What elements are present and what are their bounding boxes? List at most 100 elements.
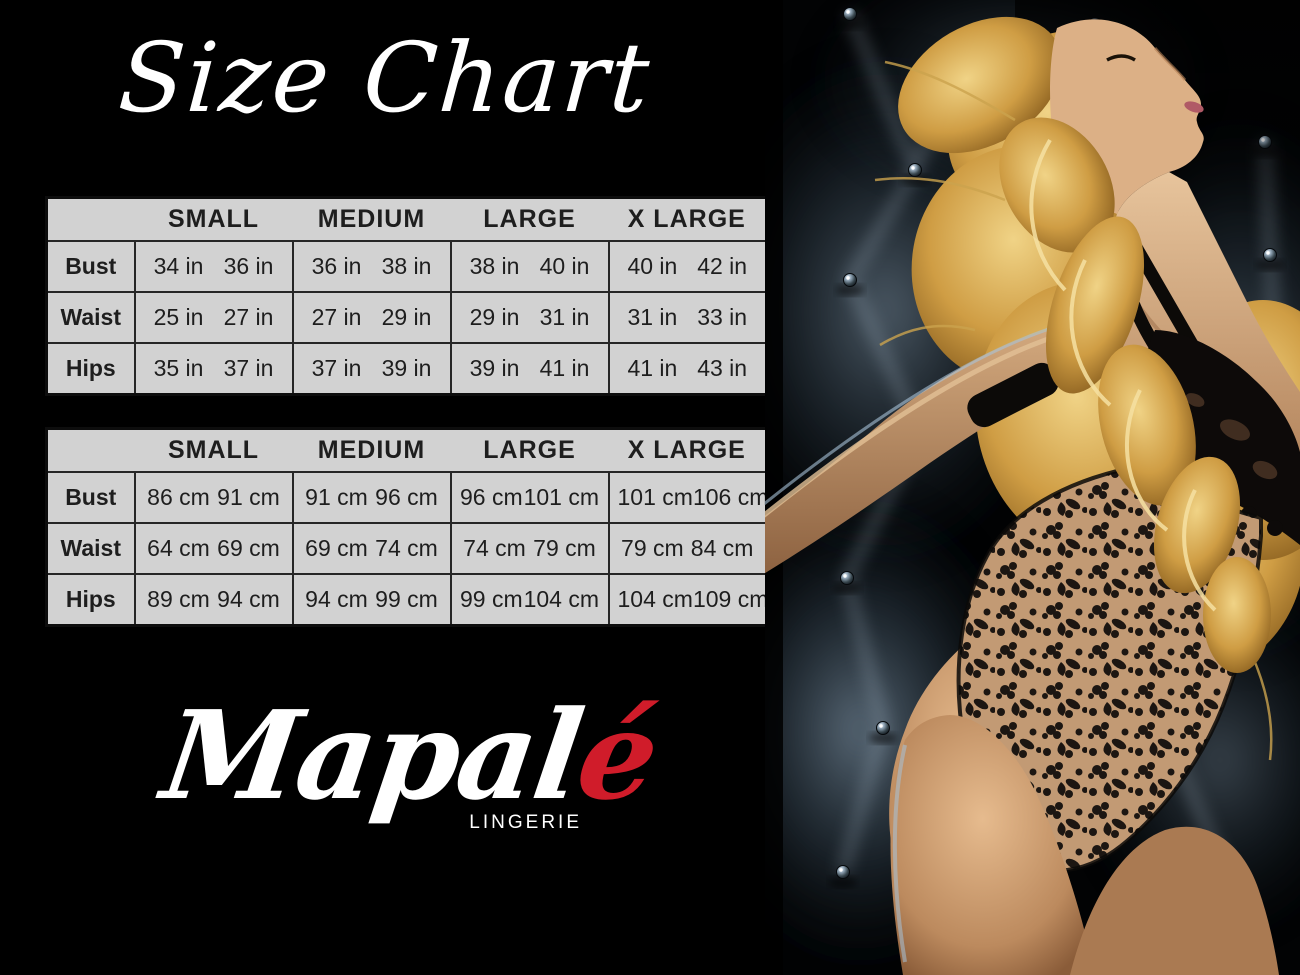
model-lips	[1184, 101, 1204, 113]
measurement-value: 94 cm	[217, 586, 280, 612]
measurement-value: 33 in	[697, 304, 748, 330]
size-table-centimeters: SMALL MEDIUM LARGE X LARGE Bust 86 cm 91…	[45, 427, 768, 627]
measurement-value: 99 cm	[375, 586, 438, 612]
brand-logo-subtitle: LINGERIE	[469, 812, 582, 834]
measurement-value: 84 cm	[690, 535, 754, 561]
measurement-value: 41 in	[627, 355, 678, 381]
measurement-value: 31 in	[627, 304, 678, 330]
size-cell: 39 in 41 in	[449, 342, 610, 396]
size-cell: 91 cm 96 cm	[291, 471, 452, 524]
measurement-value: 29 in	[469, 304, 520, 330]
table-row-bust: Bust 86 cm 91 cm 91 cm 96 cm 96 cm 101 c…	[45, 471, 769, 524]
column-header-xlarge: X LARGE	[608, 428, 767, 473]
size-cell: 69 cm 74 cm	[291, 522, 452, 575]
measurement-value: 101 cm	[617, 484, 693, 510]
column-header-large: LARGE	[450, 428, 609, 473]
measurement-value: 37 in	[311, 355, 362, 381]
table-row-waist: Waist 25 in 27 in 27 in 29 in 29 in 31 i…	[45, 291, 768, 344]
measurement-value: 25 in	[153, 304, 204, 330]
measurement-value: 106 cm	[692, 484, 769, 510]
size-cell: 29 in 31 in	[449, 291, 610, 344]
brand-logo-main: Mapal	[154, 683, 590, 827]
size-cell: 79 cm 84 cm	[607, 522, 768, 575]
measurement-value: 39 in	[381, 355, 432, 381]
model-arm	[765, 322, 1083, 574]
size-cell: 99 cm 104 cm	[449, 573, 610, 627]
measurement-value: 35 in	[153, 355, 204, 381]
header-row: SMALL MEDIUM LARGE X LARGE	[46, 428, 767, 473]
measurement-value: 34 in	[153, 253, 204, 279]
measurement-value: 101 cm	[523, 484, 599, 510]
size-cell: 31 in 33 in	[607, 291, 768, 344]
measurement-value: 43 in	[697, 355, 748, 381]
measurement-value: 69 cm	[305, 535, 368, 561]
column-header-xlarge: X LARGE	[608, 197, 767, 242]
table-row-waist: Waist 64 cm 69 cm 69 cm 74 cm 74 cm 79 c…	[45, 522, 768, 575]
size-cell: 36 in 38 in	[291, 240, 452, 293]
measurement-value: 31 in	[539, 304, 590, 330]
size-cell: 37 in 39 in	[291, 342, 452, 396]
measurement-value: 64 cm	[147, 535, 210, 561]
row-label-bust: Bust	[45, 471, 136, 524]
brand-logo: Mapalé LINGERIE	[140, 683, 680, 834]
measurement-value: 40 in	[627, 253, 678, 279]
size-cell: 101 cm 106 cm	[607, 471, 769, 524]
model-photo-art	[765, 0, 1300, 975]
measurement-value: 36 in	[223, 253, 274, 279]
row-label-hips: Hips	[45, 342, 136, 396]
measurement-value: 79 cm	[533, 535, 596, 561]
size-cell: 35 in 37 in	[133, 342, 294, 396]
measurement-value: 96 cm	[375, 484, 438, 510]
size-cell: 104 cm 109 cm	[607, 573, 769, 627]
measurement-value: 104 cm	[523, 586, 599, 612]
measurement-value: 104 cm	[617, 586, 693, 612]
measurement-value: 37 in	[223, 355, 274, 381]
measurement-value: 109 cm	[692, 586, 769, 612]
size-cell: 94 cm 99 cm	[291, 573, 452, 627]
size-cell: 74 cm 79 cm	[449, 522, 610, 575]
measurement-value: 74 cm	[463, 535, 526, 561]
model-thigh	[890, 715, 1095, 975]
brand-logo-wordmark: Mapalé	[131, 683, 690, 827]
size-cell: 25 in 27 in	[133, 291, 294, 344]
measurement-value: 36 in	[311, 253, 362, 279]
row-label-waist: Waist	[45, 291, 136, 344]
measurement-value: 38 in	[469, 253, 520, 279]
measurement-value: 91 cm	[217, 484, 280, 510]
size-cell: 41 in 43 in	[607, 342, 768, 396]
measurement-value: 89 cm	[147, 586, 210, 612]
model-far-leg	[1070, 826, 1279, 975]
model-figure	[765, 16, 1300, 975]
measurement-value: 38 in	[381, 253, 432, 279]
rim-light	[892, 744, 907, 963]
measurement-value: 40 in	[539, 253, 590, 279]
measurement-value: 91 cm	[305, 484, 368, 510]
measurement-value: 74 cm	[375, 535, 438, 561]
size-cell: 34 in 36 in	[133, 240, 294, 293]
measurement-value: 86 cm	[147, 484, 210, 510]
size-cell: 89 cm 94 cm	[133, 573, 294, 627]
measurement-value: 94 cm	[305, 586, 368, 612]
measurement-value: 99 cm	[459, 586, 523, 612]
column-header-small: SMALL	[134, 428, 293, 473]
size-cell: 96 cm 101 cm	[449, 471, 610, 524]
measurement-value: 69 cm	[217, 535, 280, 561]
column-header-large: LARGE	[450, 197, 609, 242]
measurement-value: 27 in	[311, 304, 362, 330]
measurement-value: 39 in	[469, 355, 520, 381]
page-title: Size Chart	[115, 22, 655, 134]
lace-armband	[967, 362, 1059, 428]
size-cell: 86 cm 91 cm	[133, 471, 294, 524]
size-table-inches: SMALL MEDIUM LARGE X LARGE Bust 34 in 36…	[45, 196, 768, 396]
table-row-hips: Hips 89 cm 94 cm 94 cm 99 cm 99 cm 104 c…	[45, 573, 769, 627]
measurement-value: 29 in	[381, 304, 432, 330]
model-photo	[765, 0, 1300, 975]
measurement-value: 79 cm	[621, 535, 684, 561]
header-row: SMALL MEDIUM LARGE X LARGE	[46, 197, 767, 242]
table-row-hips: Hips 35 in 37 in 37 in 39 in 39 in 41 in…	[45, 342, 768, 396]
size-cell: 38 in 40 in	[449, 240, 610, 293]
measurement-value: 27 in	[223, 304, 274, 330]
corner-cell	[46, 197, 135, 242]
row-label-hips: Hips	[45, 573, 136, 627]
